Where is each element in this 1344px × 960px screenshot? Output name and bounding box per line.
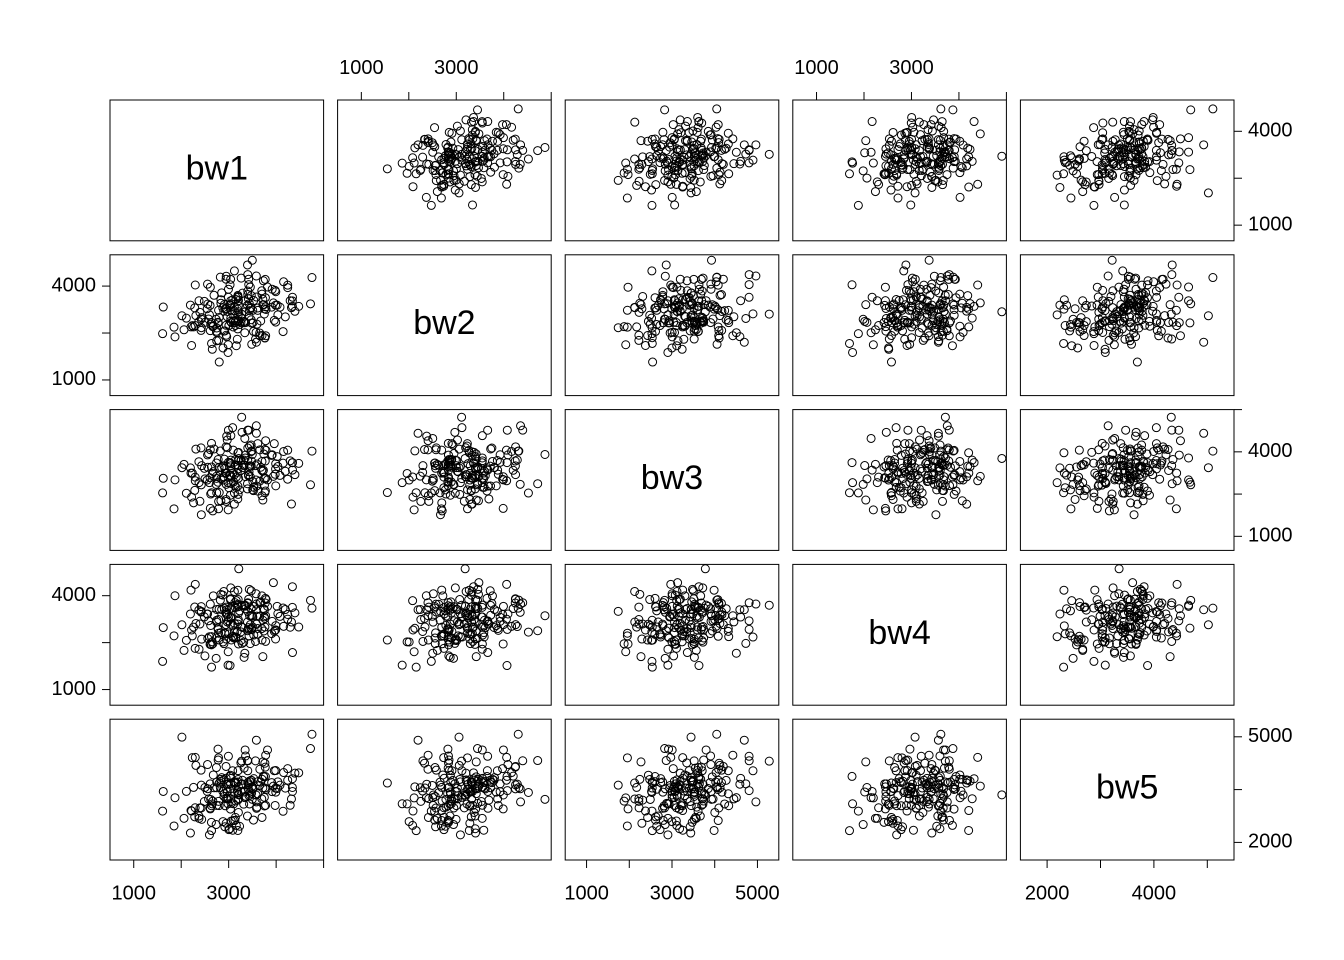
tick-label: 1000 (111, 883, 156, 905)
scatterplot-matrix: bw1bw2bw3bw4bw51000300010003000100030001… (0, 0, 1344, 960)
tick-label: 3000 (434, 57, 479, 79)
panel-1-1: bw2 (338, 255, 552, 396)
panel-0-4 (1020, 100, 1234, 241)
tick-label: 1000 (1248, 525, 1293, 547)
axis-left-1: 1000 4000 (52, 274, 111, 390)
panel-4-4: bw5 (1020, 719, 1234, 860)
points-0-1 (383, 105, 549, 209)
panel-3-0 (110, 564, 324, 705)
panel-1-4 (1020, 255, 1234, 396)
axis-right-0: 1000 4000 (1234, 120, 1293, 236)
tick-label: 1000 (339, 57, 384, 79)
points-3-1 (383, 565, 549, 671)
tick-label: 2000 (1025, 883, 1070, 905)
tick-label: 2000 (1248, 831, 1293, 853)
axis-right-4: 2000 5000 (1234, 725, 1293, 853)
points-2-1 (383, 413, 549, 519)
panel-0-3 (793, 100, 1007, 241)
diag-label-bw4: bw4 (868, 614, 930, 652)
tick-label: 1000 (794, 57, 839, 79)
tick-label: 4000 (1248, 120, 1293, 142)
tick-label: 3000 (650, 883, 695, 905)
panel-3-4 (1020, 564, 1234, 705)
panel-4-3 (793, 719, 1007, 860)
tick-label: 1000 (1248, 213, 1293, 235)
diag-label-bw3: bw3 (641, 459, 703, 497)
diag-label-bw1: bw1 (186, 149, 248, 187)
panel-2-3 (793, 410, 1007, 551)
tick-label: 1000 (52, 678, 97, 700)
tick-label: 4000 (1248, 440, 1293, 462)
axis-bottom-0: 1000 3000 (111, 860, 323, 905)
points-2-0 (159, 413, 316, 519)
diag-label-bw2: bw2 (413, 304, 475, 342)
tick-label: 3000 (206, 883, 251, 905)
points-4-2 (614, 730, 773, 839)
points-4-0 (159, 730, 316, 839)
points-4-1 (383, 730, 549, 839)
panel-2-2: bw3 (565, 410, 779, 551)
points-3-2 (614, 565, 773, 671)
axis-left-3: 1000 4000 (52, 584, 111, 700)
points-0-3 (845, 105, 1005, 209)
tick-label: 4000 (52, 584, 97, 606)
points-0-4 (1053, 105, 1217, 209)
panel-0-0: bw1 (110, 100, 324, 241)
points-4-3 (845, 730, 1005, 839)
points-3-4 (1053, 565, 1217, 671)
points-1-4 (1053, 256, 1217, 366)
axis-right-2: 1000 4000 (1234, 410, 1293, 547)
axis-top-3: 1000 3000 (794, 57, 1006, 100)
panel-0-2 (565, 100, 779, 241)
tick-label: 1000 (52, 368, 97, 390)
tick-label: 5000 (735, 883, 780, 905)
points-3-0 (159, 565, 316, 671)
panel-0-1 (338, 100, 552, 241)
panel-1-0 (110, 255, 324, 396)
panel-2-4 (1020, 410, 1234, 551)
panel-1-3 (793, 255, 1007, 396)
panel-3-3: bw4 (793, 564, 1007, 705)
tick-label: 5000 (1248, 725, 1293, 747)
panel-3-1 (338, 564, 552, 705)
panel-2-0 (110, 410, 324, 551)
axis-bottom-4: 2000 4000 (1025, 860, 1207, 905)
panel-4-0 (110, 719, 324, 860)
panel-2-1 (338, 410, 552, 551)
axis-bottom-2: 1000 3000 5000 (564, 860, 779, 905)
points-0-2 (614, 105, 773, 209)
panel-4-1 (338, 719, 552, 860)
points-1-0 (159, 256, 316, 366)
tick-label: 3000 (889, 57, 934, 79)
panel-1-2 (565, 255, 779, 396)
axis-top-1: 1000 3000 (339, 57, 551, 100)
panel-3-2 (565, 564, 779, 705)
tick-label: 1000 (564, 883, 609, 905)
points-2-3 (845, 413, 1005, 519)
points-1-3 (845, 256, 1005, 366)
diag-label-bw5: bw5 (1096, 769, 1158, 807)
points-1-2 (614, 256, 773, 366)
panel-4-2 (565, 719, 779, 860)
tick-label: 4000 (52, 274, 97, 296)
tick-label: 4000 (1132, 883, 1177, 905)
points-2-4 (1053, 413, 1217, 519)
